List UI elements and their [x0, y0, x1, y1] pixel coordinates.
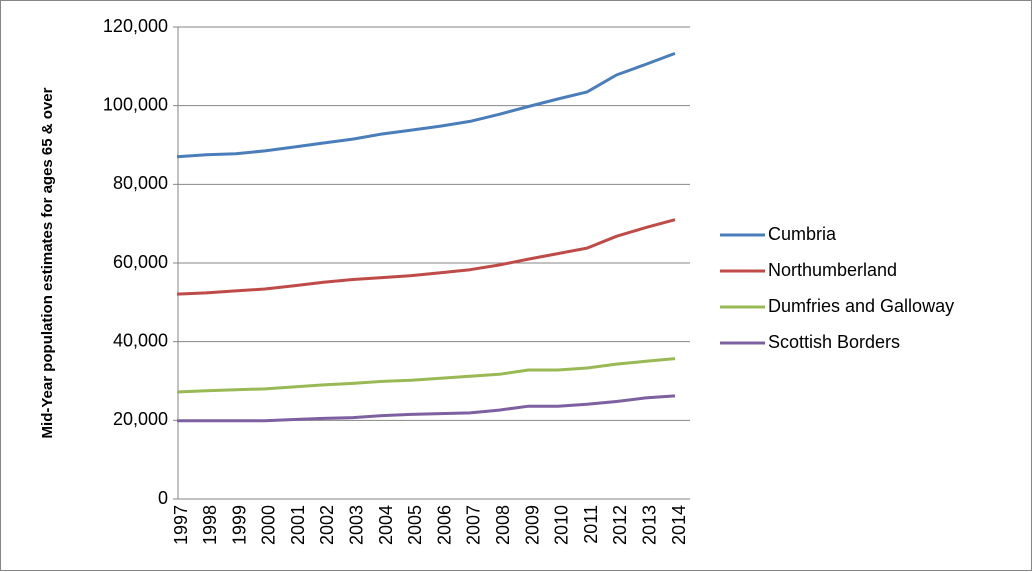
y-axis-label: Mid-Year population estimates for ages 6… — [39, 87, 56, 438]
x-tick-label: 2009 — [522, 505, 542, 545]
series-line — [177, 394, 676, 423]
y-tick-label: 100,000 — [103, 94, 168, 114]
x-tick-label: 2000 — [259, 505, 279, 545]
x-tick-label: 2002 — [317, 505, 337, 545]
legend-label: Cumbria — [768, 224, 837, 244]
x-tick-label: 2010 — [552, 505, 572, 545]
x-tick-label: 1997 — [171, 505, 191, 545]
x-tick-label: 2003 — [347, 505, 367, 545]
legend-label: Scottish Borders — [768, 332, 900, 352]
x-tick-label: 2012 — [610, 505, 630, 545]
legend-label: Northumberland — [768, 260, 897, 280]
x-tick-label: 1999 — [229, 505, 249, 545]
x-tick-label: 2004 — [376, 505, 396, 545]
x-tick-label: 2013 — [639, 505, 659, 545]
x-tick-label: 1998 — [200, 505, 220, 545]
y-tick-label: 120,000 — [103, 16, 168, 36]
x-tick-label: 2005 — [405, 505, 425, 545]
series-line — [176, 51, 676, 159]
series-line — [176, 357, 676, 394]
x-tick-label: 2001 — [288, 505, 308, 545]
y-tick-label: 0 — [158, 488, 168, 508]
y-tick-label: 20,000 — [113, 409, 168, 429]
x-tick-label: 2007 — [464, 505, 484, 545]
y-tick-label: 60,000 — [113, 252, 168, 272]
x-tick-label: 2011 — [581, 505, 601, 544]
y-tick-label: 80,000 — [113, 173, 168, 193]
x-tick-label: 2014 — [669, 505, 689, 545]
y-tick-label: 40,000 — [113, 330, 168, 350]
x-tick-label: 2008 — [493, 505, 513, 545]
series-line — [176, 218, 676, 296]
x-tick-label: 2006 — [434, 505, 454, 545]
legend-label: Dumfries and Galloway — [768, 296, 954, 316]
